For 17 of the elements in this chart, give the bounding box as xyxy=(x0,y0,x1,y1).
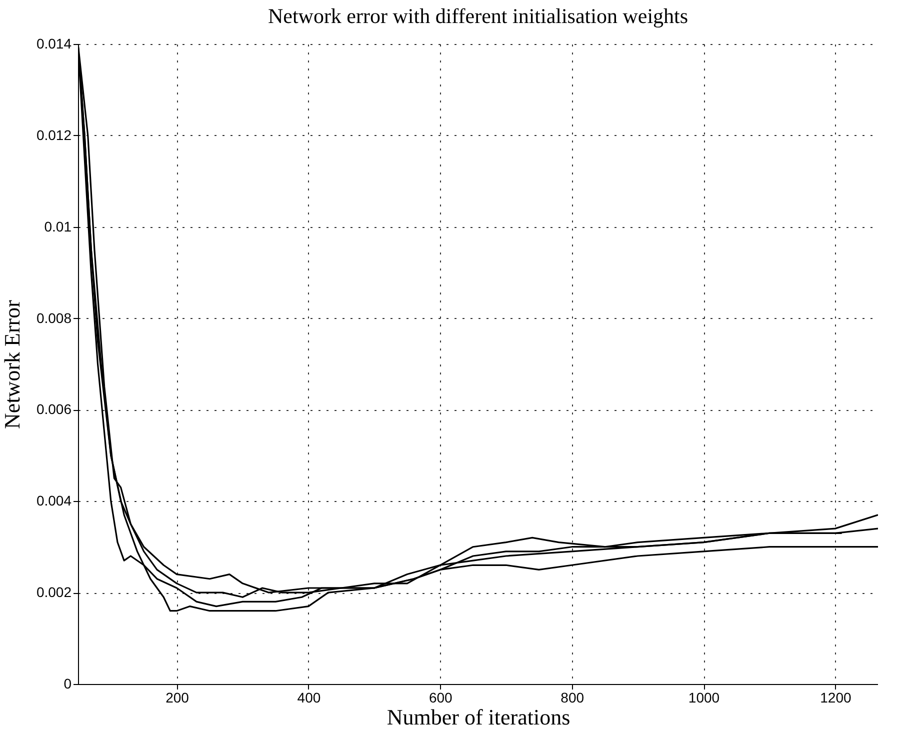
y-tick-label: 0.002 xyxy=(36,584,72,600)
x-tick-label: 800 xyxy=(560,690,584,706)
y-tick-label: 0.012 xyxy=(36,126,72,143)
x-tick-label: 1000 xyxy=(688,690,720,706)
chart-title: Network error with different initialisation weights xyxy=(268,4,688,28)
x-axis-title: Number of iterations xyxy=(386,704,570,730)
y-tick-label: 0.01 xyxy=(44,218,72,234)
x-tick-label: 1200 xyxy=(820,690,852,706)
x-tick-label: 600 xyxy=(428,690,453,706)
y-tick-label: 0.004 xyxy=(36,492,72,509)
y-tick-label: 0.014 xyxy=(36,36,72,52)
y-tick-label: 0 xyxy=(64,676,72,692)
x-tick-label: 400 xyxy=(297,690,321,706)
y-tick-label: 0.008 xyxy=(36,310,72,326)
y-axis-title: Network Error xyxy=(0,299,24,429)
y-tick-label: 0.006 xyxy=(36,401,72,418)
x-tick-label: 200 xyxy=(166,690,190,706)
